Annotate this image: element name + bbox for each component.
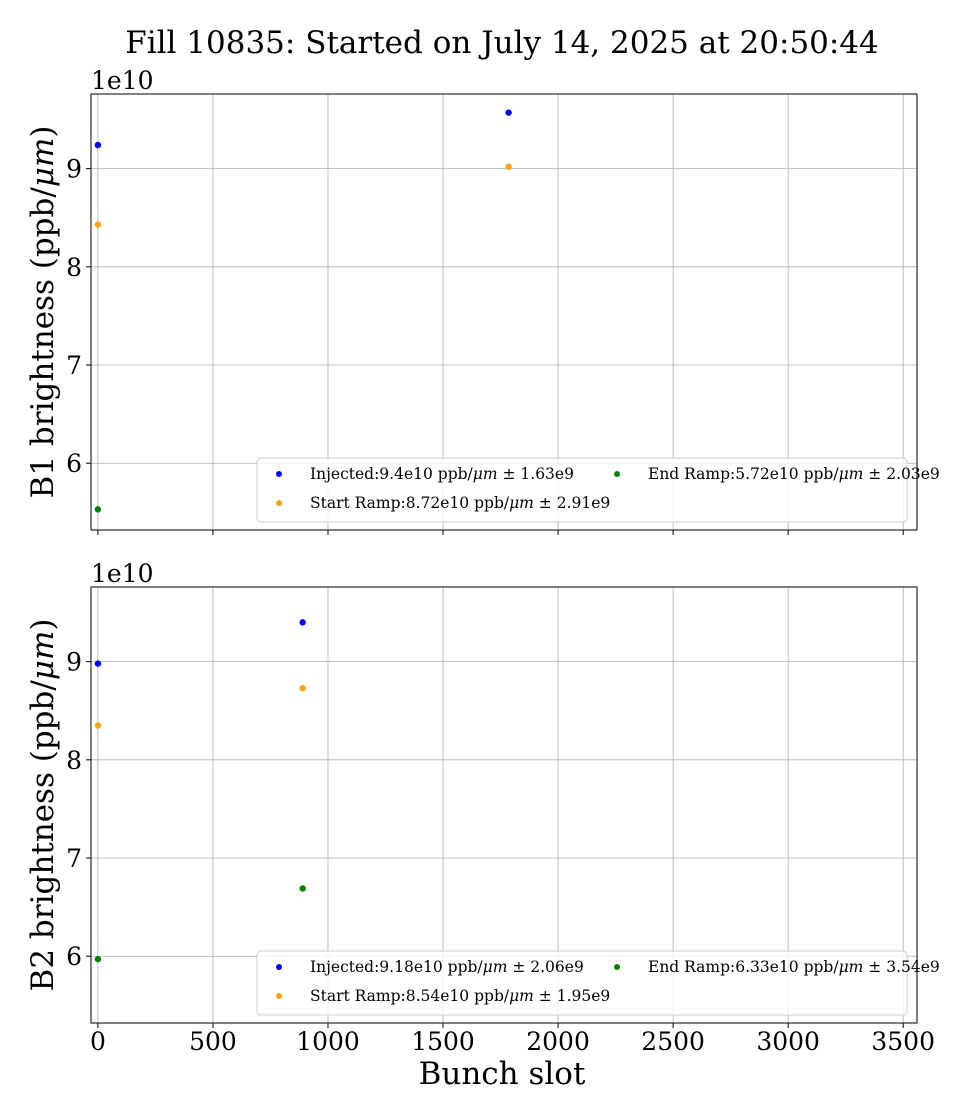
data-point xyxy=(299,684,306,692)
y-tick-label: 9 xyxy=(66,648,82,677)
x-axis-label: Bunch slot xyxy=(419,1056,586,1092)
legend-entry: Injected:9.18e10 ppb/μm ± 2.06e9 xyxy=(310,958,584,976)
legend-entry: Injected:9.4e10 ppb/μm ± 1.63e9 xyxy=(310,465,574,483)
plot-frame xyxy=(90,93,918,531)
x-tick-label: 2000 xyxy=(526,1027,590,1056)
y-tick-label: 8 xyxy=(66,253,82,282)
legend-marker xyxy=(614,964,620,970)
y-tick-label: 7 xyxy=(66,844,82,873)
data-point xyxy=(94,221,102,228)
x-tick-label: 1000 xyxy=(296,1027,360,1056)
data-point xyxy=(94,955,102,963)
y-tick-label: 7 xyxy=(66,351,82,380)
legend-box xyxy=(256,950,908,1016)
data-point xyxy=(299,619,306,626)
legend-marker xyxy=(614,471,620,477)
x-tick-label: 1500 xyxy=(411,1027,475,1056)
b1-y-axis-label: B1 brightness (ppb/μm) xyxy=(25,126,61,499)
figure-title: Fill 10835: Started on July 14, 2025 at … xyxy=(125,25,879,61)
legend-entry: Start Ramp:8.54e10 ppb/μm ± 1.95e9 xyxy=(310,987,610,1005)
x-tick-label: 3500 xyxy=(871,1027,935,1056)
b2-brightness-panel: 0 500 1000 1500 2000 2500 3000 3500 6 7 8 9 1e10 B2 b… xyxy=(25,559,940,1056)
data-point xyxy=(94,722,102,729)
y-tick-label: 6 xyxy=(66,942,82,971)
plot-frame xyxy=(90,586,918,1024)
x-tick-label: 2500 xyxy=(641,1027,705,1056)
y-tick-label: 8 xyxy=(66,746,82,775)
x-tick-label: 3000 xyxy=(756,1027,820,1056)
legend-marker xyxy=(276,964,282,970)
y-axis-multiplier: 1e10 xyxy=(91,66,154,95)
legend-entry: End Ramp:5.72e10 ppb/μm ± 2.03e9 xyxy=(648,465,940,483)
data-point xyxy=(94,506,102,513)
x-tick-label: 500 xyxy=(189,1027,237,1056)
y-tick-label: 6 xyxy=(66,449,82,478)
data-point xyxy=(505,109,512,116)
data-point xyxy=(94,141,102,149)
legend-marker xyxy=(276,471,282,477)
legend-entry: Start Ramp:8.72e10 ppb/μm ± 2.91e9 xyxy=(310,494,610,512)
y-tick-label: 9 xyxy=(66,155,82,184)
y-axis-multiplier: 1e10 xyxy=(91,559,154,588)
legend-marker xyxy=(276,993,282,999)
x-tick-label: 0 xyxy=(90,1027,106,1056)
legend-entry: End Ramp:6.33e10 ppb/μm ± 3.54e9 xyxy=(648,958,940,976)
legend-box xyxy=(256,457,908,523)
b2-y-axis-label: B2 brightness (ppb/μm) xyxy=(25,619,61,992)
b2-legend: Injected:9.18e10 ppb/μm ± 2.06e9 Start Ra… xyxy=(256,950,940,1016)
b1-brightness-panel: 6 7 8 9 1e10 B1 brightness (ppb/μm) Injected:9… xyxy=(25,66,940,535)
legend-marker xyxy=(276,500,282,506)
b1-legend: Injected:9.4e10 ppb/μm ± 1.63e9 Start Ram… xyxy=(256,457,940,523)
data-point xyxy=(505,163,512,170)
data-point xyxy=(299,885,306,892)
data-point xyxy=(94,660,102,667)
